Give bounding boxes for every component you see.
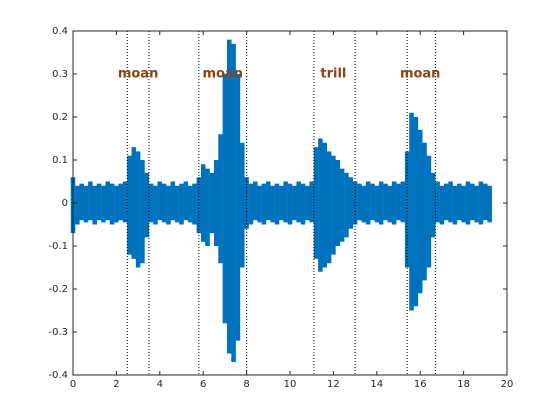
y-tick-label: 0.1 [52, 155, 68, 166]
x-tick-label: 8 [243, 379, 249, 390]
x-tick-label: 10 [284, 379, 297, 390]
y-tick-label: 0 [62, 198, 68, 209]
x-tick-label: 12 [327, 379, 340, 390]
x-tick-label: 18 [457, 379, 470, 390]
y-tick-label: -0.3 [48, 327, 68, 338]
y-tick-label: 0.4 [52, 26, 68, 37]
x-tick-label: 20 [501, 379, 514, 390]
x-tick-label: 6 [200, 379, 206, 390]
y-tick-label: -0.1 [48, 241, 68, 252]
x-tick-label: 0 [70, 379, 76, 390]
x-tick-label: 14 [370, 379, 383, 390]
annotation: moan [400, 67, 441, 82]
x-tick-label: 4 [157, 379, 163, 390]
x-tick-label: 2 [113, 379, 119, 390]
y-tick-label: 0.2 [52, 112, 68, 123]
x-tick-label: 16 [414, 379, 427, 390]
annotation: moan [118, 67, 159, 82]
y-tick-label: -0.4 [48, 370, 68, 381]
annotation: moan [202, 67, 243, 82]
y-tick-label: 0.3 [52, 69, 68, 80]
y-tick-label: -0.2 [48, 284, 68, 295]
annotation: trill [320, 67, 346, 82]
